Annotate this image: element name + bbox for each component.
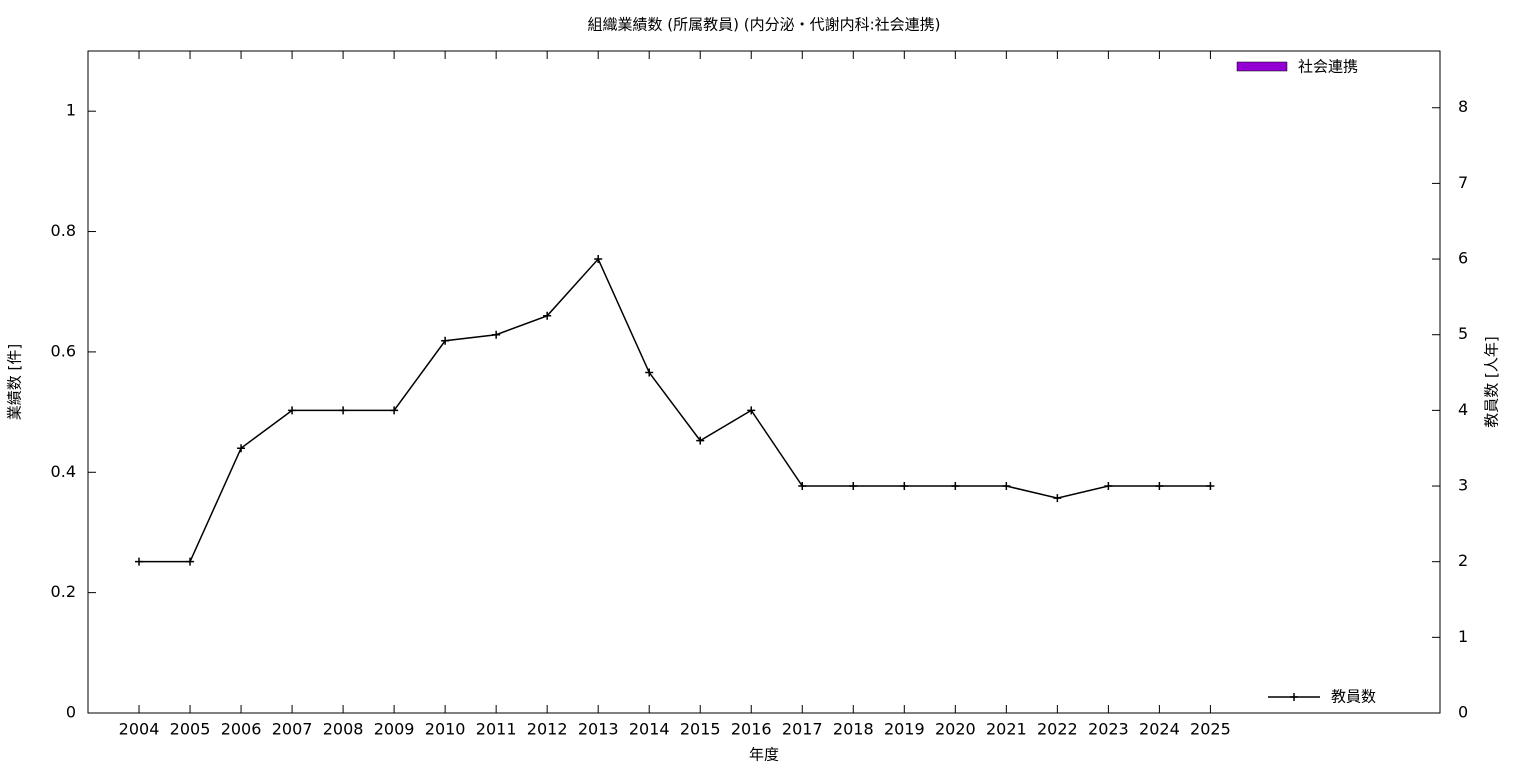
legend-label: 社会連携: [1298, 58, 1358, 76]
y-tick-label: 0.4: [51, 462, 76, 481]
point: [543, 311, 552, 320]
x-tick-label: 2025: [1190, 720, 1231, 739]
point: [135, 557, 144, 566]
x-tick-label: 2012: [527, 720, 568, 739]
x-tick-label: 2005: [170, 720, 211, 739]
point: [1002, 482, 1011, 491]
x-tick-label: 2010: [425, 720, 466, 739]
point: [441, 336, 450, 345]
point: [339, 406, 348, 415]
x-tick-label: 2009: [374, 720, 415, 739]
y-tick-label: 0.2: [51, 582, 76, 601]
x-tick-label: 2007: [272, 720, 313, 739]
point: [288, 406, 297, 415]
legend-point: [1290, 693, 1298, 701]
point: [900, 482, 909, 491]
y2-axis-label: 教員数 [人年]: [1483, 336, 1501, 427]
legend-swatch: [1236, 61, 1288, 72]
point: [237, 444, 246, 453]
x-tick-label: 2013: [578, 720, 619, 739]
point: [951, 482, 960, 491]
x-tick-label: 2011: [476, 720, 517, 739]
point: [849, 482, 858, 491]
y2-tick-label: 0: [1458, 703, 1468, 722]
point: [594, 255, 603, 264]
x-tick-label: 2014: [629, 720, 670, 739]
x-axis-label: 年度: [749, 746, 779, 764]
point: [798, 482, 807, 491]
y-tick-label: 0.8: [51, 221, 76, 240]
x-tick-label: 2022: [1037, 720, 1078, 739]
x-tick-label: 2006: [221, 720, 262, 739]
line: [139, 257, 1211, 563]
point: [1155, 482, 1164, 491]
legend-label: 教員数: [1331, 688, 1376, 706]
x-tick-label: 2020: [935, 720, 976, 739]
y2-tick-label: 4: [1458, 400, 1468, 419]
point: [1206, 482, 1215, 491]
y-tick-label: 0: [66, 703, 76, 722]
point: [186, 557, 195, 566]
point: [747, 406, 756, 415]
y-tick-label: 1: [66, 101, 76, 120]
x-tick-label: 2015: [680, 720, 721, 739]
x-tick-label: 2018: [833, 720, 874, 739]
y2-tick-label: 6: [1458, 249, 1468, 268]
y2-tick-label: 7: [1458, 173, 1468, 192]
y2-tick-label: 1: [1458, 627, 1468, 646]
y-axis-label: 業績数 [件]: [6, 344, 24, 420]
plot-frame: [87, 50, 1441, 714]
x-tick-label: 2008: [323, 720, 364, 739]
point: [696, 436, 705, 445]
y2-tick-label: 3: [1458, 476, 1468, 495]
x-tick-label: 2021: [986, 720, 1027, 739]
chart-title: 組織業績数 (所属教員) (内分泌・代謝内科:社会連携): [587, 16, 940, 34]
y2-tick-label: 5: [1458, 324, 1468, 343]
point: [390, 406, 399, 415]
y2-tick-label: 8: [1458, 97, 1468, 116]
point: [1053, 494, 1062, 503]
point: [1104, 482, 1113, 491]
point: [645, 368, 654, 377]
x-tick-label: 2004: [119, 720, 160, 739]
x-tick-label: 2024: [1139, 720, 1180, 739]
x-tick-label: 2019: [884, 720, 925, 739]
x-tick-label: 2017: [782, 720, 823, 739]
x-tick-label: 2023: [1088, 720, 1129, 739]
point: [492, 330, 501, 339]
y2-tick-label: 2: [1458, 551, 1468, 570]
x-tick-label: 2016: [731, 720, 772, 739]
y-tick-label: 0.6: [51, 341, 76, 360]
